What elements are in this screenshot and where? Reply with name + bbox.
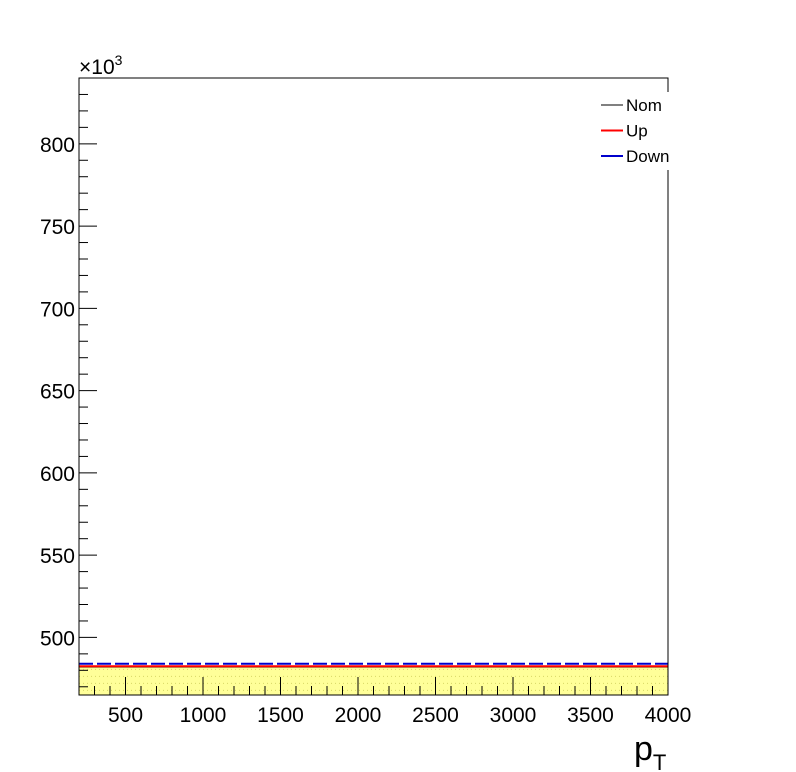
y-tick-label: 550 [40, 545, 75, 568]
x-tick-label: 500 [108, 704, 143, 727]
y-tick-label: 600 [40, 463, 75, 486]
x-tick-label: 1000 [180, 704, 227, 727]
x-tick-label: 3000 [490, 704, 537, 727]
y-tick-label: 700 [40, 298, 75, 321]
legend-label-down: Down [626, 147, 669, 166]
x-axis-title: pT [634, 730, 666, 772]
y-multiplier-label: ×103 [79, 52, 123, 79]
legend-label-up: Up [626, 122, 648, 141]
x-axis-title-subscript: T [653, 750, 666, 772]
x-axis-title-main: p [634, 730, 653, 768]
legend-label-nom: Nom [626, 96, 662, 115]
x-tick-label: 4000 [645, 704, 692, 727]
y-tick-label: 800 [40, 134, 75, 157]
y-multiplier-base: ×10 [79, 56, 115, 79]
x-tick-label: 2500 [412, 704, 459, 727]
y-tick-label: 750 [40, 216, 75, 239]
y-multiplier-exponent: 3 [115, 52, 123, 68]
y-tick-label: 650 [40, 381, 75, 404]
y-tick-label: 500 [40, 627, 75, 650]
x-tick-label: 3500 [567, 704, 614, 727]
plot-frame [78, 77, 669, 696]
x-tick-label: 1500 [257, 704, 304, 727]
legend: Nom Up Down [596, 92, 680, 170]
x-tick-label: 2000 [335, 704, 382, 727]
